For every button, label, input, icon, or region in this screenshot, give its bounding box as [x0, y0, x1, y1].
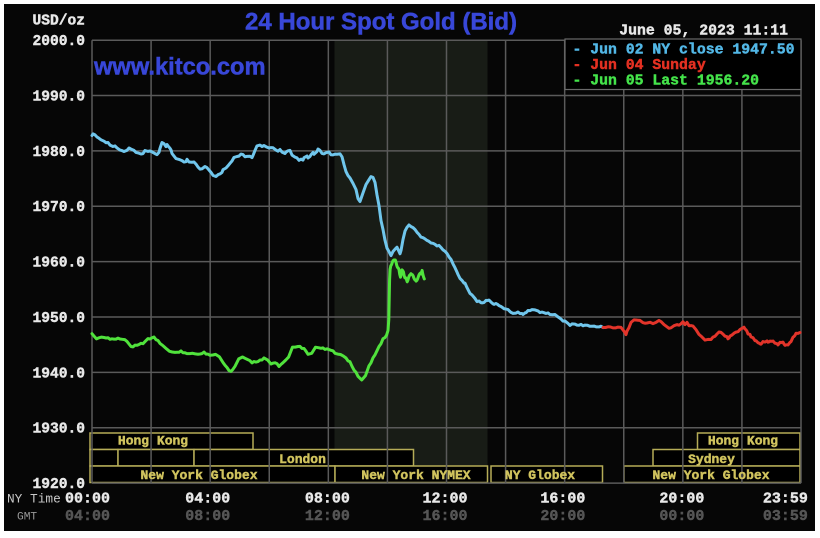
svg-text:1950.0: 1950.0 — [32, 311, 85, 327]
svg-text:1930.0: 1930.0 — [32, 422, 85, 438]
svg-text:USD/oz: USD/oz — [32, 14, 85, 30]
svg-text:1990.0: 1990.0 — [32, 89, 85, 105]
svg-text:Hong Kong: Hong Kong — [118, 434, 188, 449]
svg-text:03:59: 03:59 — [763, 508, 808, 525]
svg-text:London: London — [279, 452, 326, 467]
svg-text:1940.0: 1940.0 — [32, 366, 85, 382]
svg-text:1980.0: 1980.0 — [32, 145, 85, 161]
svg-text:- Jun 02 NY close 1947.50: - Jun 02 NY close 1947.50 — [573, 43, 795, 59]
svg-text:Hong Kong: Hong Kong — [708, 434, 778, 449]
svg-text:24 Hour Spot Gold (Bid): 24 Hour Spot Gold (Bid) — [245, 9, 517, 36]
svg-text:1960.0: 1960.0 — [32, 256, 85, 272]
svg-text:08:00: 08:00 — [185, 508, 230, 525]
svg-text:2000.0: 2000.0 — [32, 34, 85, 50]
svg-text:GMT: GMT — [17, 512, 37, 524]
svg-text:New York Globex: New York Globex — [140, 468, 257, 483]
svg-text:20:00: 20:00 — [659, 491, 704, 508]
svg-text:16:00: 16:00 — [422, 508, 467, 525]
svg-text:04:00: 04:00 — [65, 508, 110, 525]
svg-text:00:00: 00:00 — [659, 508, 704, 525]
svg-text:12:00: 12:00 — [422, 491, 467, 508]
svg-text:- Jun 04 Sunday: - Jun 04 Sunday — [573, 58, 706, 74]
svg-text:08:00: 08:00 — [305, 491, 350, 508]
svg-text:12:00: 12:00 — [305, 508, 350, 525]
svg-text:00:00: 00:00 — [65, 491, 110, 508]
svg-text:- Jun 05 Last 1956.20: - Jun 05 Last 1956.20 — [573, 74, 760, 90]
svg-text:20:00: 20:00 — [540, 508, 585, 525]
svg-text:New York NYMEX: New York NYMEX — [361, 468, 470, 483]
svg-text:www.kitco.com: www.kitco.com — [93, 55, 266, 81]
svg-text:NY Globex: NY Globex — [505, 468, 575, 483]
svg-text:NY Time: NY Time — [7, 492, 61, 507]
svg-text:Sydney: Sydney — [688, 452, 735, 467]
svg-text:04:00: 04:00 — [185, 491, 230, 508]
svg-text:1970.0: 1970.0 — [32, 200, 85, 216]
svg-text:June 05, 2023 11:11: June 05, 2023 11:11 — [619, 24, 788, 40]
svg-text:New York Globex: New York Globex — [652, 468, 769, 483]
svg-text:16:00: 16:00 — [540, 491, 585, 508]
svg-text:23:59: 23:59 — [763, 491, 808, 508]
svg-text:1920.0: 1920.0 — [32, 477, 85, 493]
